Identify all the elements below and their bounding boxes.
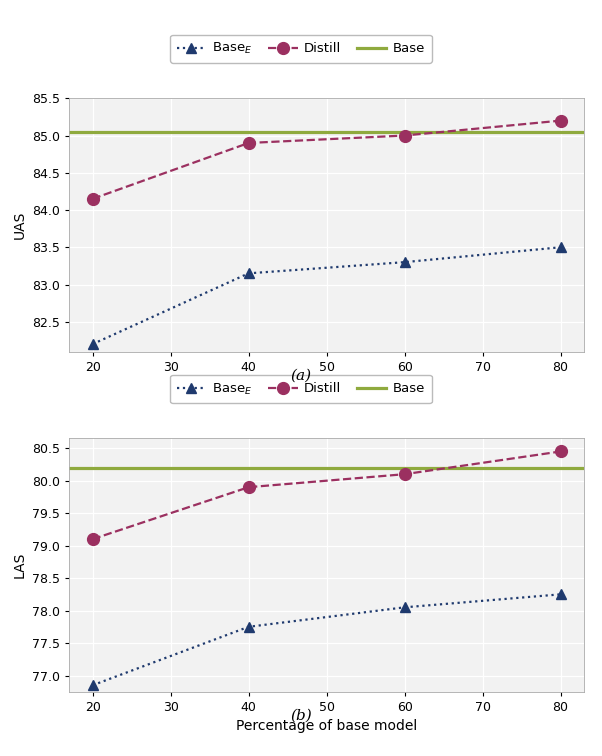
Base$_E$ [401,603,408,612]
Distill [245,482,252,491]
Line: Distill: Distill [87,115,566,205]
Base$_E$ [401,258,408,267]
Distill [401,131,408,140]
Base$_E$ [89,680,96,689]
X-axis label: Percentage of base model: Percentage of base model [236,719,417,733]
Base$_E$ [557,590,564,599]
Distill [401,469,408,479]
Base$_E$ [557,243,564,252]
Base$_E$ [245,269,252,278]
Legend: Base$_E$, Distill, Base: Base$_E$, Distill, Base [170,35,432,63]
Line: Distill: Distill [87,445,566,545]
Line: Base$_E$: Base$_E$ [88,243,565,349]
Distill [245,138,252,147]
Legend: Base$_E$, Distill, Base: Base$_E$, Distill, Base [170,375,432,403]
Distill [557,116,564,125]
Base$_E$ [89,339,96,349]
Line: Base$_E$: Base$_E$ [88,590,565,690]
Base$_E$ [245,622,252,631]
Distill [89,534,96,544]
X-axis label: Percentage of base model: Percentage of base model [236,379,417,393]
Text: (a): (a) [290,369,312,383]
Y-axis label: UAS: UAS [13,211,26,239]
Distill [557,447,564,456]
Distill [89,194,96,203]
Text: (b): (b) [290,709,312,723]
Y-axis label: LAS: LAS [13,552,26,578]
